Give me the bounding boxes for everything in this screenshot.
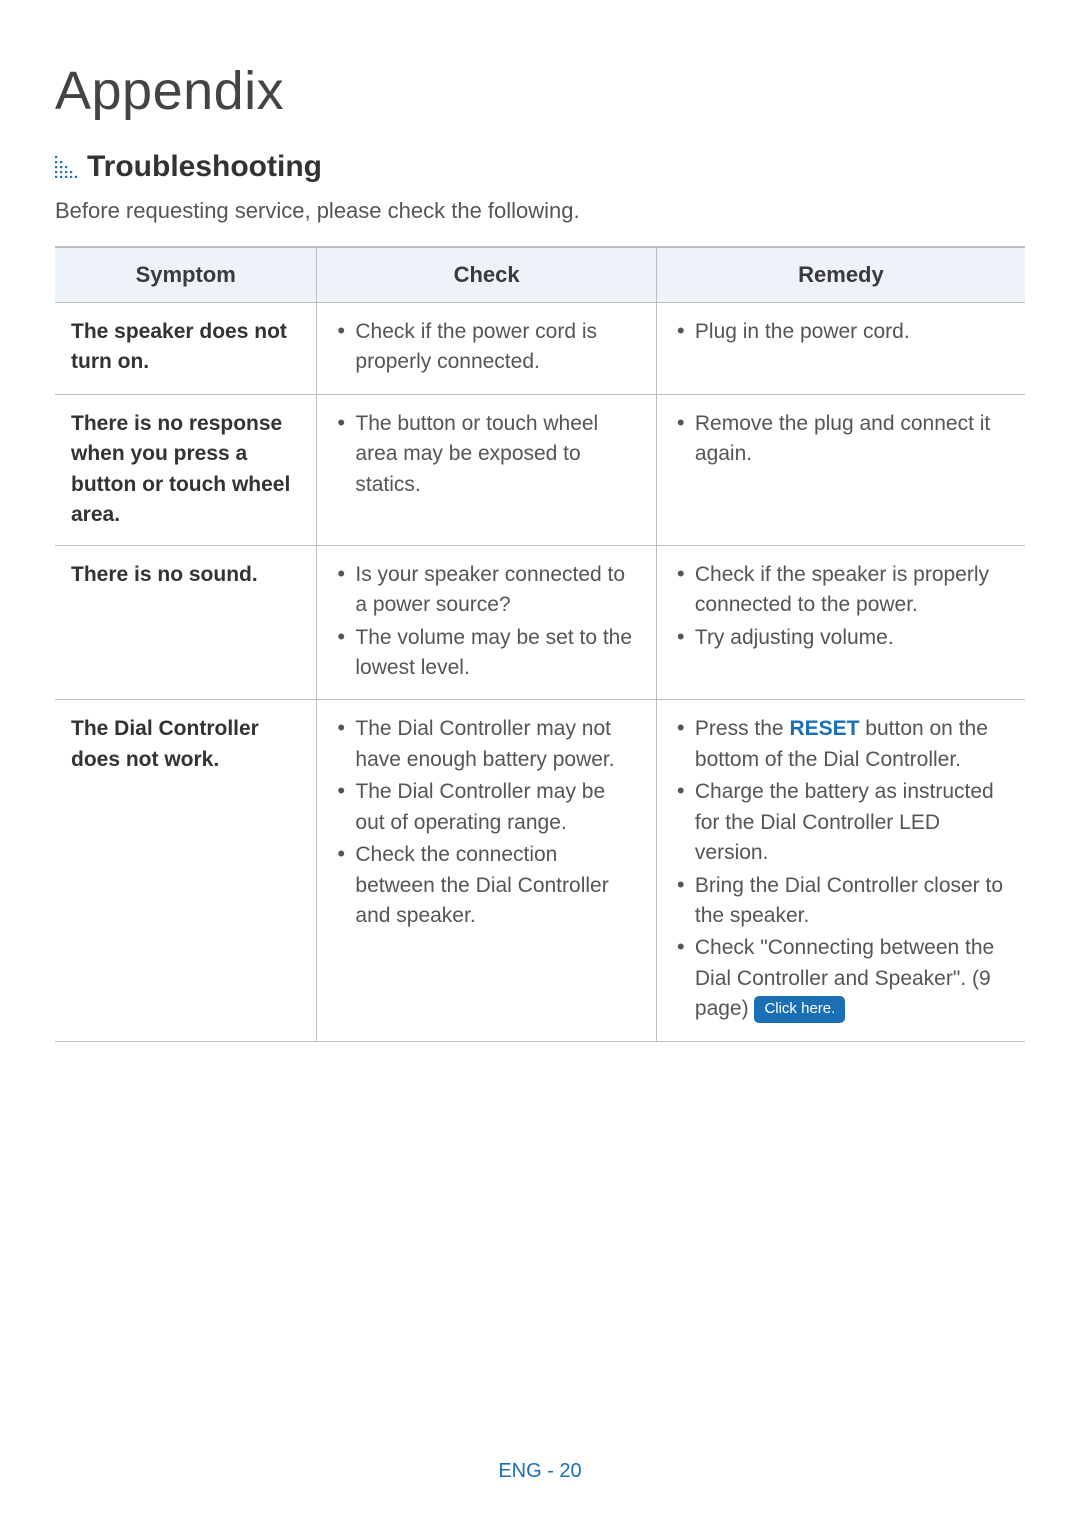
remedy-cell: Press the RESET button on the bottom of … [656, 700, 1025, 1041]
section-heading-row: Troubleshooting [55, 150, 1025, 184]
remedy-cell: Remove the plug and connect it again. [656, 394, 1025, 545]
symptom-cell: There is no sound. [55, 545, 317, 700]
page-footer: ENG - 20 [0, 1460, 1080, 1483]
table-row: The speaker does not turn on. Check if th… [55, 303, 1025, 395]
table-row: The Dial Controller does not work. The Di… [55, 700, 1025, 1041]
list-item: Remove the plug and connect it again. [673, 409, 1009, 470]
section-heading: Troubleshooting [87, 150, 322, 184]
troubleshooting-table: Symptom Check Remedy The speaker does no… [55, 246, 1025, 1042]
symptom-cell: The Dial Controller does not work. [55, 700, 317, 1041]
list-item: Try adjusting volume. [673, 623, 1009, 653]
symptom-cell: The speaker does not turn on. [55, 303, 317, 395]
list-item: Bring the Dial Controller closer to the … [673, 871, 1009, 932]
col-symptom: Symptom [55, 247, 317, 303]
click-here-button[interactable]: Click here. [754, 996, 845, 1023]
list-item: Check if the power cord is properly conn… [333, 317, 640, 378]
check-cell: Is your speaker connected to a power sou… [317, 545, 657, 700]
page-title: Appendix [55, 60, 1025, 122]
symptom-cell: There is no response when you press a bu… [55, 394, 317, 545]
list-item: Check "Connecting between the Dial Contr… [673, 933, 1009, 1024]
check-cell: Check if the power cord is properly conn… [317, 303, 657, 395]
list-item: The button or touch wheel area may be ex… [333, 409, 640, 500]
list-item: Plug in the power cord. [673, 317, 1009, 347]
list-item: The volume may be set to the lowest leve… [333, 623, 640, 684]
list-item: Press the RESET button on the bottom of … [673, 714, 1009, 775]
list-item: Check the connection between the Dial Co… [333, 840, 640, 931]
list-item: Check if the speaker is properly connect… [673, 560, 1009, 621]
remedy-cell: Check if the speaker is properly connect… [656, 545, 1025, 700]
list-item: Is your speaker connected to a power sou… [333, 560, 640, 621]
bars-icon [55, 156, 77, 178]
check-cell: The Dial Controller may not have enough … [317, 700, 657, 1041]
list-item: The Dial Controller may be out of operat… [333, 777, 640, 838]
table-row: There is no sound. Is your speaker connec… [55, 545, 1025, 700]
intro-text: Before requesting service, please check … [55, 198, 1025, 224]
reset-label: RESET [789, 717, 859, 740]
remedy-cell: Plug in the power cord. [656, 303, 1025, 395]
table-header-row: Symptom Check Remedy [55, 247, 1025, 303]
list-item: The Dial Controller may not have enough … [333, 714, 640, 775]
col-remedy: Remedy [656, 247, 1025, 303]
check-cell: The button or touch wheel area may be ex… [317, 394, 657, 545]
col-check: Check [317, 247, 657, 303]
table-row: There is no response when you press a bu… [55, 394, 1025, 545]
list-item: Charge the battery as instructed for the… [673, 777, 1009, 868]
